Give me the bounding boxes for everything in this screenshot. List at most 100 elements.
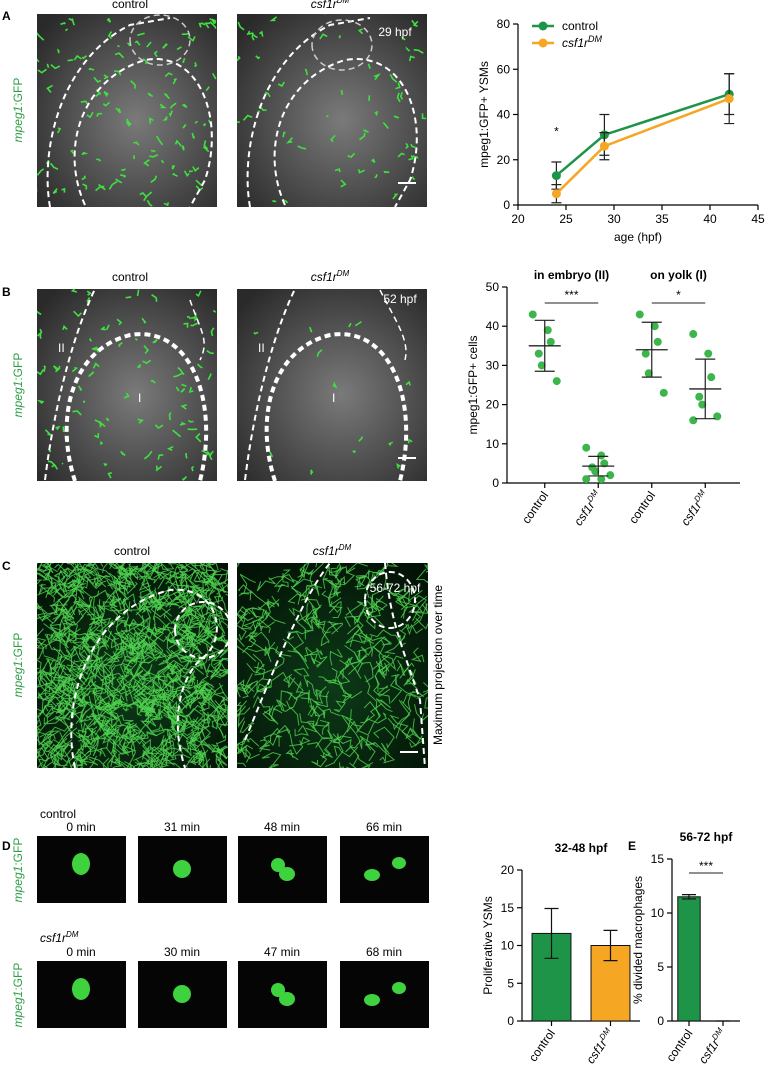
cell — [200, 687, 213, 703]
cell — [259, 733, 282, 742]
cell — [253, 683, 268, 698]
timelapse-frame — [138, 836, 227, 903]
cell — [76, 763, 83, 768]
label-superscript: DM — [66, 930, 79, 939]
cell — [315, 688, 329, 700]
group — [635, 310, 668, 397]
cell — [96, 714, 111, 733]
cell — [282, 638, 309, 670]
cell — [184, 701, 207, 717]
cell — [110, 683, 132, 695]
cell — [38, 692, 57, 707]
cell — [201, 449, 210, 456]
x-axis-label: age (hpf) — [614, 230, 662, 244]
x-tick-label: 40 — [703, 212, 717, 226]
cell — [160, 159, 165, 164]
cell — [291, 578, 302, 605]
cell — [39, 672, 56, 693]
cell — [292, 668, 310, 688]
cell — [202, 146, 210, 153]
cell — [150, 379, 156, 384]
cell — [98, 658, 114, 686]
cell — [137, 418, 144, 424]
cell — [176, 663, 205, 675]
cell — [89, 655, 106, 673]
cell — [37, 638, 58, 660]
cell — [375, 698, 393, 713]
cell — [218, 682, 228, 710]
cell — [156, 465, 163, 472]
cell — [212, 309, 217, 313]
cell — [189, 585, 205, 598]
marker-gene: mpeg1 — [11, 381, 25, 418]
cell — [392, 193, 399, 200]
label-text: csf1r — [313, 544, 340, 558]
cell — [108, 563, 116, 569]
point — [551, 171, 561, 181]
cell — [72, 410, 82, 416]
region-label: II — [258, 341, 265, 355]
point — [582, 475, 591, 484]
cell — [122, 593, 139, 611]
cell — [37, 605, 54, 624]
point — [534, 349, 543, 358]
cell — [43, 710, 71, 725]
cell — [408, 154, 414, 161]
micrograph — [237, 289, 427, 481]
cell — [160, 563, 180, 575]
cell — [78, 385, 83, 391]
cell — [86, 111, 94, 119]
cell — [108, 645, 123, 664]
cell — [131, 611, 149, 630]
cell — [79, 650, 91, 666]
cell — [125, 296, 132, 299]
cell — [344, 615, 360, 627]
cell — [239, 720, 255, 733]
cell — [177, 689, 205, 706]
cell — [180, 563, 197, 571]
error-bar — [588, 455, 609, 477]
cell — [217, 750, 228, 768]
legend-label: control — [562, 19, 598, 33]
cell — [121, 563, 146, 581]
cell — [143, 159, 150, 167]
cell — [120, 450, 126, 457]
label: control — [112, 270, 148, 284]
cell — [347, 649, 367, 675]
cell — [151, 681, 170, 704]
cell — [316, 647, 328, 668]
cell — [256, 577, 276, 592]
significance: *** — [564, 288, 578, 302]
cell — [196, 363, 203, 369]
cell — [170, 705, 183, 717]
legend-dot — [538, 21, 548, 31]
timelapse-frame — [37, 836, 126, 903]
cell — [405, 142, 409, 150]
cell — [285, 728, 304, 755]
cell — [191, 132, 196, 139]
cell — [181, 103, 188, 109]
cell — [62, 324, 68, 330]
cell — [357, 28, 364, 35]
cell — [82, 734, 99, 747]
cell — [363, 129, 369, 133]
cell — [405, 46, 411, 52]
cell — [261, 751, 282, 764]
cell — [271, 983, 285, 997]
cell — [72, 978, 90, 1000]
micrograph-bg — [237, 14, 427, 207]
cell — [70, 289, 78, 293]
point — [707, 373, 716, 382]
point — [606, 471, 615, 480]
y-tick-label: 30 — [486, 358, 500, 372]
outline — [364, 571, 417, 629]
cell — [162, 116, 169, 122]
micrograph-content — [237, 14, 427, 207]
micrograph-content — [237, 563, 428, 768]
cell — [196, 670, 210, 689]
point — [695, 392, 704, 401]
cell — [328, 601, 342, 619]
label-text: csf1r — [571, 498, 598, 528]
cell — [272, 200, 277, 203]
